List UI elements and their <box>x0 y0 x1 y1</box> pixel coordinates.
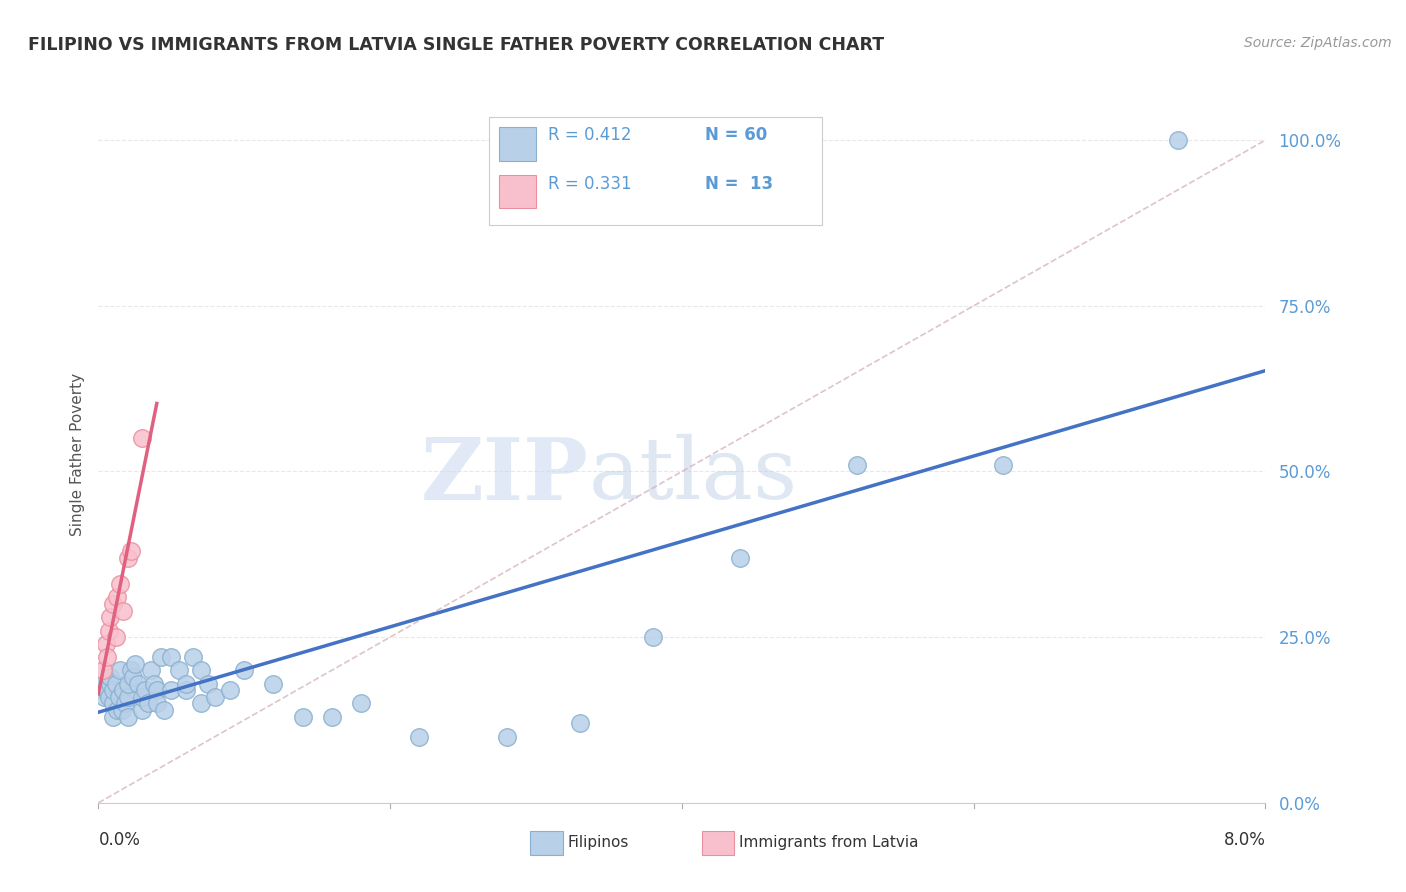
Point <box>117 690 139 704</box>
Point <box>91 663 114 677</box>
Point <box>174 683 197 698</box>
Point <box>730 550 752 565</box>
Text: FILIPINO VS IMMIGRANTS FROM LATVIA SINGLE FATHER POVERTY CORRELATION CHART: FILIPINO VS IMMIGRANTS FROM LATVIA SINGL… <box>28 36 884 54</box>
Point <box>117 709 139 723</box>
Text: R = 0.331: R = 0.331 <box>548 175 631 193</box>
Bar <box>530 830 562 855</box>
Point <box>146 697 169 711</box>
Point <box>101 709 124 723</box>
Point <box>124 657 146 671</box>
Point <box>101 697 124 711</box>
Point <box>350 697 373 711</box>
Point <box>112 683 135 698</box>
Point <box>160 683 183 698</box>
Point <box>120 544 142 558</box>
Point <box>167 663 190 677</box>
Bar <box>499 128 536 161</box>
Point <box>131 690 153 704</box>
Point <box>98 670 121 684</box>
Point <box>122 670 145 684</box>
Point <box>190 697 212 711</box>
Point <box>101 597 124 611</box>
Point <box>321 709 343 723</box>
Point <box>131 431 153 445</box>
Point <box>131 703 153 717</box>
Point <box>568 716 591 731</box>
Point <box>110 663 132 677</box>
Bar <box>499 175 536 208</box>
Point <box>105 703 128 717</box>
Point <box>991 458 1014 472</box>
Point <box>93 690 115 704</box>
Text: N =  13: N = 13 <box>706 175 773 193</box>
Point <box>108 690 131 704</box>
Text: Filipinos: Filipinos <box>568 835 628 850</box>
Point <box>174 676 197 690</box>
Point <box>98 676 121 690</box>
Y-axis label: Single Father Poverty: Single Father Poverty <box>69 374 84 536</box>
Point <box>94 637 117 651</box>
Point <box>496 730 519 744</box>
Text: R = 0.412: R = 0.412 <box>548 126 631 144</box>
Point <box>139 663 162 677</box>
Point <box>142 676 165 690</box>
Point <box>181 650 204 665</box>
Point <box>218 683 240 698</box>
Point <box>96 683 118 698</box>
Text: 8.0%: 8.0% <box>1223 830 1265 848</box>
Point <box>112 604 135 618</box>
FancyBboxPatch shape <box>489 118 823 226</box>
Point <box>90 683 112 698</box>
Point <box>97 624 120 638</box>
Point <box>150 650 173 665</box>
Point <box>104 630 127 644</box>
Point <box>111 703 134 717</box>
Point <box>105 591 128 605</box>
Point <box>98 610 121 624</box>
Point <box>262 676 284 690</box>
Point <box>197 676 219 690</box>
Point <box>117 676 139 690</box>
Point <box>204 690 226 704</box>
Point <box>120 663 142 677</box>
Point <box>91 676 114 690</box>
Point <box>101 683 124 698</box>
Text: Source: ZipAtlas.com: Source: ZipAtlas.com <box>1244 36 1392 50</box>
Point <box>127 676 149 690</box>
Text: N = 60: N = 60 <box>706 126 768 144</box>
Text: Immigrants from Latvia: Immigrants from Latvia <box>740 835 918 850</box>
Point <box>97 690 120 704</box>
Point <box>160 650 183 665</box>
Point <box>146 683 169 698</box>
Point <box>93 676 115 690</box>
Text: ZIP: ZIP <box>420 434 589 517</box>
Point <box>233 663 256 677</box>
Point <box>845 458 868 472</box>
Point <box>1167 133 1189 147</box>
Point <box>96 650 118 665</box>
Point <box>408 730 430 744</box>
Text: atlas: atlas <box>589 434 797 517</box>
Point <box>641 630 664 644</box>
Text: 0.0%: 0.0% <box>98 830 141 848</box>
Bar <box>702 830 734 855</box>
Point <box>104 676 127 690</box>
Point <box>94 683 117 698</box>
Point <box>136 697 159 711</box>
Point <box>291 709 314 723</box>
Point <box>117 550 139 565</box>
Point <box>190 663 212 677</box>
Point <box>110 577 132 591</box>
Point <box>134 683 156 698</box>
Point <box>114 697 136 711</box>
Point <box>153 703 176 717</box>
